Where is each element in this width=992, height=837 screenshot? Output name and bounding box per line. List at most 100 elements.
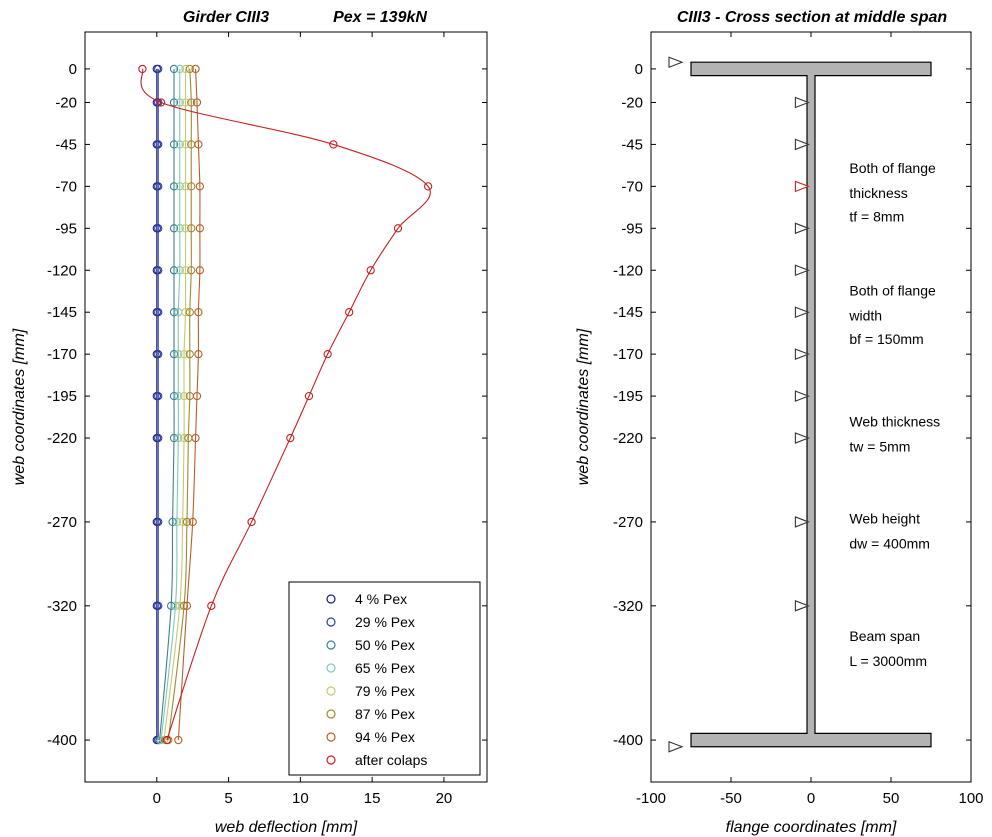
triangle-marker (794, 390, 810, 402)
series-line (159, 68, 175, 741)
section-annotation-line: width (848, 308, 882, 324)
triangle-marker (668, 56, 684, 69)
data-point (187, 224, 196, 233)
left-series-layer (138, 64, 433, 745)
data-point (166, 601, 176, 610)
data-point (179, 391, 189, 401)
series-line (167, 68, 192, 741)
series-87-pex (164, 64, 196, 745)
data-point (304, 391, 314, 401)
legend-marker (326, 709, 336, 719)
left-chart-subtitle: Pex = 139kN (333, 9, 427, 26)
y-tick-label: -145 (47, 304, 77, 321)
data-point (169, 64, 179, 74)
data-point (181, 182, 190, 191)
data-point (169, 266, 179, 275)
legend-marker (326, 617, 336, 627)
cross-section-chart: CIII3 - Cross section at middle span 0 -2… (575, 9, 984, 836)
data-point (154, 517, 163, 527)
y-tick-label: -400 (47, 732, 77, 749)
x-tick-label: 0 (153, 790, 161, 807)
legend: 4 % Pex 29 % Pex 50 % Pex 65 % Pex 79 % Pex 8… (288, 581, 481, 776)
data-point (185, 64, 194, 74)
right-chart-title: CIII3 - Cross section at middle span (677, 9, 948, 26)
data-point (154, 224, 163, 233)
y-tick-label: -320 (613, 598, 643, 615)
data-point (345, 308, 354, 317)
y-tick-label: -220 (47, 430, 77, 447)
y-tick-label: -20 (621, 94, 643, 111)
i-beam-section (690, 61, 932, 748)
triangle-marker (794, 348, 810, 360)
data-point (175, 140, 184, 149)
data-point (191, 433, 200, 443)
y-tick-label: -195 (613, 388, 643, 405)
series-79-pex (159, 64, 190, 745)
data-point (169, 98, 179, 107)
x-tick-label: 0 (807, 790, 815, 807)
data-point (247, 517, 256, 527)
data-point (138, 64, 147, 74)
legend-entry: after colaps (355, 752, 427, 768)
left-ticks: 0 -20 -45 -70 -95 -120 -145 -170 -195 -220 -270 -32… (47, 32, 487, 807)
series-50-pex (155, 64, 179, 745)
legend-marker (326, 732, 336, 742)
data-point (181, 98, 190, 107)
i-beam (690, 61, 932, 748)
left-y-axis-label: web coordinates [mm] (11, 328, 28, 485)
data-point (185, 308, 194, 317)
triangle-marker (794, 96, 810, 109)
deflection-chart: Girder CIII3 Pex = 139kN 0 -20 -45 -70 -95 -1… (11, 9, 488, 836)
data-point (154, 433, 163, 443)
x-tick-label: 15 (364, 790, 381, 807)
data-point (169, 433, 179, 443)
right-y-axis-label: web coordinates [mm] (575, 328, 592, 485)
legend-marker (326, 755, 336, 765)
y-tick-label: -120 (47, 262, 77, 279)
data-point (192, 98, 202, 107)
triangle-marker (668, 740, 684, 753)
x-tick-label: 10 (292, 790, 309, 807)
triangle-marker (794, 222, 810, 235)
data-point (156, 98, 166, 107)
right-x-axis-label: flange coordinates [mm] (726, 819, 897, 836)
data-point (181, 224, 190, 233)
data-point (154, 601, 163, 610)
y-tick-label: -400 (613, 732, 643, 749)
triangle-marker (794, 600, 810, 612)
section-annotation-line: bf = 150mm (849, 331, 923, 347)
data-point (169, 349, 179, 359)
series-line (140, 68, 431, 741)
data-point (169, 182, 179, 191)
section-annotation-line: L = 3000mm (849, 653, 927, 669)
x-tick-label: 50 (883, 790, 900, 807)
section-annotation-line: dw = 400mm (849, 536, 930, 552)
data-point (154, 182, 163, 191)
data-point (174, 433, 183, 443)
x-tick-label: 100 (958, 790, 983, 807)
y-tick-label: -145 (613, 304, 643, 321)
data-point (174, 349, 183, 359)
x-tick-label: 5 (224, 790, 232, 807)
data-point (154, 391, 163, 401)
data-point (175, 98, 184, 107)
data-point (154, 140, 163, 149)
data-point (171, 601, 180, 610)
legend-entry: 50 % Pex (355, 637, 415, 653)
data-point (182, 601, 192, 610)
data-point (175, 224, 184, 233)
x-tick-label: 20 (436, 790, 453, 807)
x-tick-label: -100 (636, 790, 666, 807)
y-tick-label: 0 (635, 61, 643, 78)
legend-entry: 29 % Pex (355, 614, 415, 630)
data-point (179, 349, 189, 359)
data-point (172, 517, 182, 527)
triangle-marker (794, 306, 810, 319)
y-tick-label: -270 (47, 514, 77, 531)
section-annotation-line: tw = 5mm (849, 438, 910, 454)
section-annotations: Both of flange thickness tf = 8mm Both of f… (848, 160, 940, 669)
legend-marker (326, 663, 336, 673)
triangle-marker (794, 180, 810, 193)
data-point (188, 517, 197, 527)
